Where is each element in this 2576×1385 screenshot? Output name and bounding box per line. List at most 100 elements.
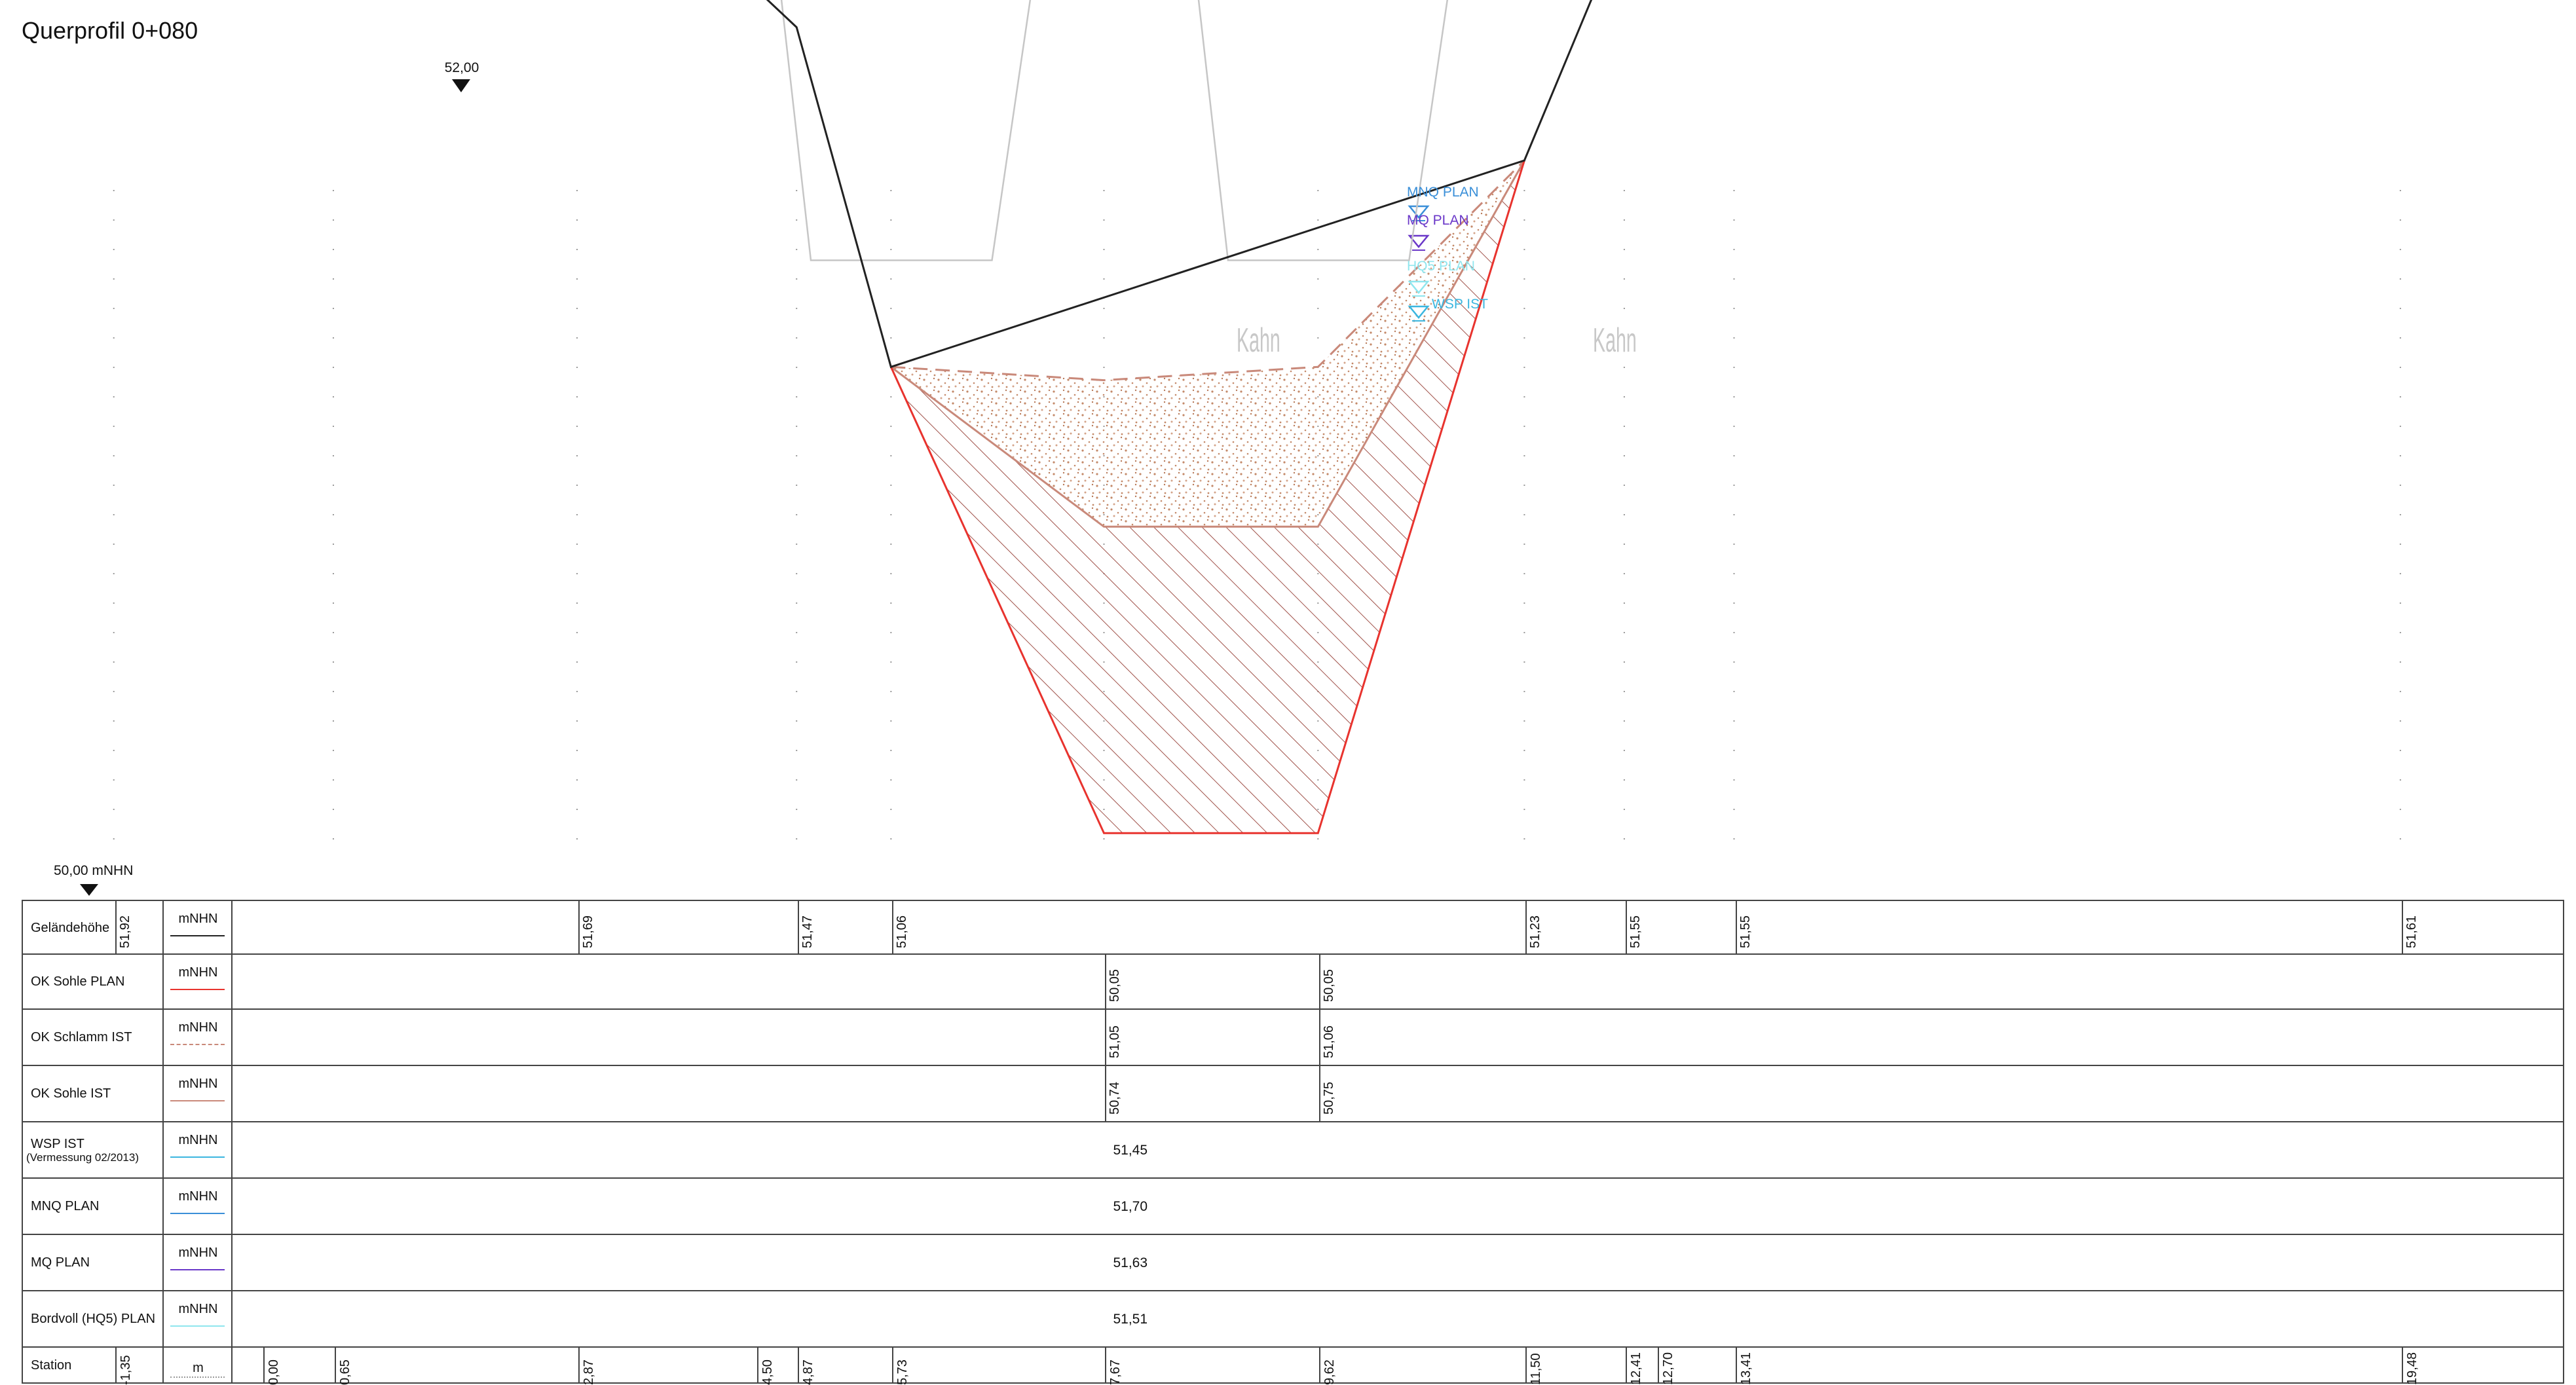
- boat-outline-1: [780, 0, 1032, 261]
- value-tick: [1105, 1010, 1107, 1065]
- station-tick: [1319, 1348, 1321, 1382]
- row-name-cell: [23, 955, 164, 1008]
- value-label: 51,06: [1322, 1025, 1337, 1058]
- water-marker-mq: [1408, 234, 1430, 248]
- value-tick: [1735, 901, 1737, 953]
- profile-table: Geländehöhe mNHN 51,92 51,69 51,47 51,06 51,23…: [22, 900, 2564, 1385]
- station-tick: [892, 1348, 894, 1382]
- row-name-sohle_plan: OK Sohle PLAN: [31, 974, 125, 989]
- row-unit-mnq: mNHN: [178, 1189, 218, 1204]
- water-marker-wsp: [1408, 305, 1430, 319]
- table-row: MQ PLAN mNHN 51,63: [22, 1235, 2564, 1291]
- value-tick: [1105, 1066, 1107, 1121]
- row-value-mq: 51,63: [1113, 1255, 1148, 1270]
- station-label: 7,67: [1108, 1359, 1123, 1385]
- value-label: 50,05: [1108, 969, 1123, 1002]
- row-unit-station: m: [193, 1361, 204, 1375]
- row-name-schlamm: OK Schlamm IST: [31, 1030, 132, 1044]
- value-tick: [1525, 901, 1527, 953]
- row-legend-line-mq: [170, 1269, 225, 1270]
- row-legend-line-station: [170, 1376, 225, 1378]
- station-label: 4,87: [801, 1359, 816, 1385]
- table-row: OK Sohle IST mNHN 50,74 50,75: [22, 1066, 2564, 1122]
- station-tick: [757, 1348, 759, 1382]
- station-label: 19,48: [2404, 1352, 2419, 1385]
- dyke-level-label: 52,00: [444, 60, 479, 75]
- station-tick: [334, 1348, 336, 1382]
- value-tick: [2401, 901, 2403, 953]
- label-mq: MQ PLAN: [1407, 213, 1469, 228]
- excavation-hatch: [891, 160, 1525, 834]
- row-name-cell: [23, 1348, 164, 1382]
- row-unit-cell: [164, 1235, 233, 1290]
- station-tick: [1105, 1348, 1107, 1382]
- label-hq5: HQ5 PLAN: [1407, 259, 1475, 274]
- row-legend-line-hq5: [170, 1325, 225, 1327]
- row-unit-cell: [164, 1179, 233, 1234]
- row-name-station: Station: [31, 1357, 72, 1373]
- station-label: 0,00: [267, 1359, 281, 1385]
- station-label: 9,62: [1322, 1359, 1337, 1385]
- label-wsp: WSP IST: [1432, 297, 1488, 312]
- table-row: OK Sohle PLAN mNHN 50,05 50,05: [22, 955, 2564, 1010]
- water-marker-hq5: [1408, 280, 1430, 294]
- water-marker-mnq: [1408, 205, 1430, 219]
- station-tick: [578, 1348, 580, 1382]
- value-tick: [578, 901, 580, 953]
- row-value-mnq: 51,70: [1113, 1199, 1148, 1214]
- row-name-cell: [23, 1066, 164, 1121]
- station-label: 12,70: [1660, 1352, 1675, 1385]
- boat-label-left: Kahn: [1237, 322, 1280, 360]
- row-unit-sohle_ist: mNHN: [178, 1077, 218, 1091]
- row-name-cell: [23, 1291, 164, 1346]
- table-row: Geländehöhe mNHN 51,92 51,69 51,47 51,06 51,23…: [22, 900, 2564, 955]
- row-name-wsp: WSP IST: [31, 1137, 84, 1151]
- station-tick: [1625, 1348, 1627, 1382]
- station-tick: [263, 1348, 265, 1382]
- station-label: 2,87: [582, 1359, 596, 1385]
- table-row: MNQ PLAN mNHN 51,70: [22, 1179, 2564, 1235]
- value-label: 51,23: [1528, 915, 1543, 948]
- row-legend-line-sohle_plan: [170, 989, 225, 990]
- row-unit-cell: [164, 1122, 233, 1177]
- sludge-fill: [891, 160, 1525, 527]
- station-tick: [115, 1348, 117, 1382]
- row-unit-cell: [164, 1348, 233, 1382]
- label-mnq: MNQ PLAN: [1407, 185, 1479, 200]
- value-label: 50,74: [1108, 1081, 1123, 1115]
- table-row: Stationm-3,35-1,350,000,652,874,504,875,…: [22, 1348, 2564, 1385]
- terrain-line: [766, 0, 1593, 369]
- row-unit-cell: [164, 1010, 233, 1065]
- value-tick: [798, 901, 800, 953]
- row-name-cell: [23, 1010, 164, 1065]
- value-label: 51,55: [1738, 915, 1753, 948]
- station-label: -1,35: [118, 1355, 133, 1385]
- station-label: 11,50: [1529, 1353, 1544, 1385]
- datum-marker: [80, 884, 98, 896]
- row-unit-cell: [164, 901, 233, 953]
- row-name-cell: [23, 1122, 164, 1177]
- table-row: WSP IST (Vermessung 02/2013) mNHN 51,45: [22, 1122, 2564, 1179]
- row-unit-wsp: mNHN: [178, 1133, 218, 1147]
- row-unit-schlamm: mNHN: [178, 1020, 218, 1035]
- value-label: 51,47: [800, 915, 815, 948]
- row-name-cell: [23, 901, 164, 953]
- row-unit-hq5: mNHN: [178, 1302, 218, 1316]
- row-value-hq5: 51,51: [1113, 1312, 1148, 1327]
- row-unit-cell: [164, 1066, 233, 1121]
- value-label: 50,05: [1322, 969, 1337, 1002]
- ok-sohle-plan-line: [889, 160, 1525, 834]
- ok-schlamm-ist-line: [891, 159, 1525, 382]
- row-name-sohle_ist: OK Sohle IST: [31, 1086, 111, 1101]
- row-legend-line-sohle_ist: [170, 1100, 225, 1101]
- value-label: 51,69: [581, 915, 595, 948]
- station-label: 0,65: [337, 1359, 352, 1385]
- value-label: 51,92: [117, 915, 132, 948]
- row-legend-line-gelaende: [170, 935, 225, 936]
- station-tick: [1657, 1348, 1659, 1382]
- value-tick: [1105, 955, 1107, 1008]
- row-unit-gelaende: mNHN: [178, 912, 218, 926]
- station-label: 5,73: [895, 1359, 910, 1385]
